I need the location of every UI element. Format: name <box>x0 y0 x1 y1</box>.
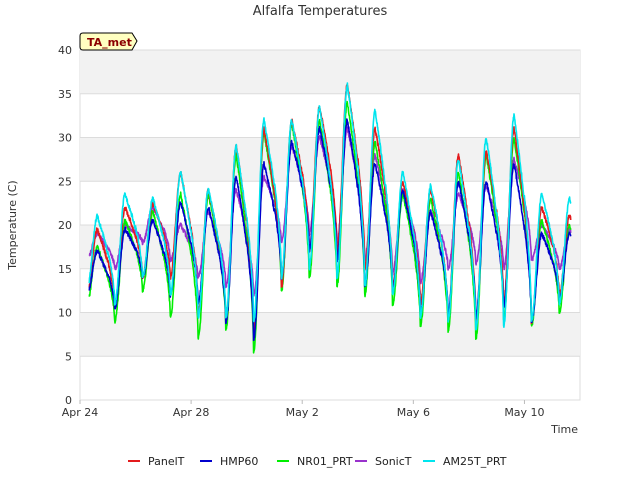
badge-label: TA_met <box>87 36 132 49</box>
y-tick-label: 30 <box>58 132 72 145</box>
y-tick-label: 40 <box>58 44 72 57</box>
y-tick-label: 15 <box>58 263 72 276</box>
plot-band <box>80 312 580 357</box>
legend-label-panelt: PanelT <box>148 455 185 468</box>
y-tick-label: 25 <box>58 175 72 188</box>
y-tick-label: 0 <box>65 394 72 407</box>
legend-label-sonict: SonicT <box>375 455 412 468</box>
y-axis-label: Temperature (C) <box>6 180 19 270</box>
series-lines <box>88 82 572 354</box>
x-tick-label: May 2 <box>286 406 319 419</box>
series-line-am25t_prt <box>88 82 572 331</box>
y-tick-label: 10 <box>58 307 72 320</box>
x-tick-label: May 6 <box>397 406 430 419</box>
x-tick-label: Apr 24 <box>62 406 99 419</box>
ta-met-badge: TA_met <box>79 32 138 51</box>
legend-label-hmp60: HMP60 <box>220 455 258 468</box>
plot-band <box>80 50 580 94</box>
y-axis-ticks: 0 5 10 15 20 25 30 35 40 <box>58 44 72 407</box>
y-tick-label: 20 <box>58 219 72 232</box>
legend-label-am25t_prt: AM25T_PRT <box>443 455 507 468</box>
legend-label-nr01_prt: NR01_PRT <box>297 455 353 468</box>
x-tick-label: Apr 28 <box>173 406 210 419</box>
x-axis-label: Time <box>550 423 578 436</box>
x-tick-label: May 10 <box>504 406 544 419</box>
y-tick-label: 5 <box>65 350 72 363</box>
y-tick-label: 35 <box>58 88 72 101</box>
chart-title: Alfalfa Temperatures <box>253 4 388 19</box>
legend: PanelT HMP60 NR01_PRT SonicT AM25T_PRT <box>128 455 507 468</box>
x-axis-ticks: Apr 24 Apr 28 May 2 May 6 May 10 <box>62 400 545 419</box>
